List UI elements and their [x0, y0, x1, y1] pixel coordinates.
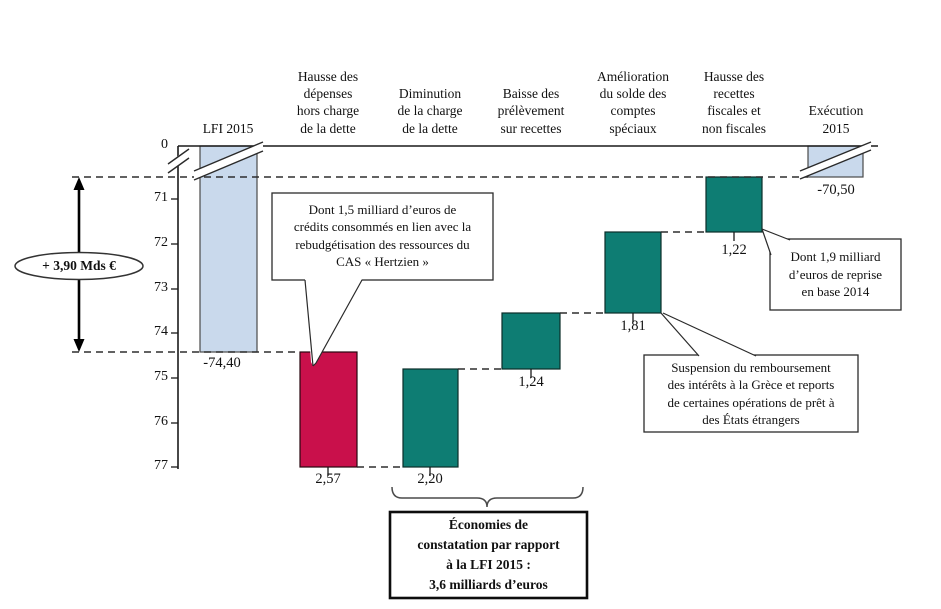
execution-bar-break-gap [800, 142, 871, 179]
bar-lfi-2015 [199, 145, 258, 353]
bar-diminution-charge-dette [402, 368, 459, 468]
column-header-lfi-2015: LFI 2015 [202, 120, 254, 136]
callout-hertzien-tail-line [304, 279, 314, 367]
brace [391, 486, 584, 508]
column-header-execution-2015: Exécution 2015 [808, 103, 864, 136]
lfi-bar-break-gap [194, 142, 263, 180]
callout-reprise-box [769, 238, 902, 311]
y-axis-label-75: 75 [154, 369, 168, 384]
callout-reprise-tail-line [761, 228, 791, 241]
column-header-baisse-prelevement: Baisse des prélèvement sur recettes [497, 86, 565, 136]
callout-grece-text: Suspension du remboursement des intérêts… [667, 359, 835, 427]
column-header-hausse-depenses: Hausse des dépenses hors charge de la de… [296, 68, 360, 136]
y-axis-break-gap [168, 148, 189, 173]
value-label-baisse: 1,24 [518, 374, 544, 390]
column-header-diminution-charge: Diminution de la charge de la dette [397, 86, 463, 136]
arrow-up-head [73, 177, 85, 190]
callout-grece-tail-line [662, 312, 757, 357]
total-change-ellipse [14, 251, 144, 281]
callout-reprise-tail-line [761, 228, 772, 256]
callout-hertzien-tail-line [312, 279, 363, 367]
value-label-recettes: 1,22 [721, 242, 747, 258]
bar-hausse-depenses [299, 351, 358, 468]
y-axis-break-mark [167, 148, 190, 165]
value-label-lfi: -74,40 [203, 355, 241, 371]
arrow-down-head [73, 339, 85, 352]
callout-hertzien-box [271, 192, 494, 281]
y-axis-label-74: 74 [154, 324, 168, 339]
economies-box-text: Économies de constatation par rapport à … [417, 516, 560, 593]
callout-grece-box [643, 354, 859, 433]
total-change-label: + 3,90 Mds € [42, 258, 116, 273]
value-label-execution: -70,50 [817, 182, 855, 198]
bar-baisse-prelevement [501, 312, 561, 370]
y-axis-label-73: 73 [154, 280, 168, 295]
bar-recettes-fiscales [705, 176, 763, 233]
callout-reprise-text: Dont 1,9 milliard d’euros de reprise en … [788, 249, 883, 300]
y-axis-label-77: 77 [154, 458, 168, 473]
execution-bar-break-mark [799, 149, 872, 180]
y-axis-label-72: 72 [154, 235, 168, 250]
lfi-bar-break-mark [193, 141, 264, 172]
lfi-bar-break-mark [193, 150, 264, 181]
y-axis-break-mark [167, 157, 190, 174]
callout-hertzien-tail [305, 279, 362, 366]
value-label-diminution: 2,20 [417, 471, 443, 487]
y-axis-label-0: 0 [161, 137, 168, 152]
value-label-comptes: 1,81 [620, 318, 646, 334]
y-axis-label-76: 76 [154, 414, 168, 429]
column-header-comptes-speciaux: Amélioration du solde des comptes spécia… [597, 68, 669, 136]
callout-hertzien-text: Dont 1,5 milliard d’euros de crédits con… [293, 201, 472, 269]
execution-bar-break-mark [799, 141, 872, 172]
bar-comptes-speciaux [604, 231, 662, 314]
callout-grece-tail-line [660, 312, 700, 357]
value-label-hausse: 2,57 [315, 471, 341, 487]
column-header-recettes-fiscales: Hausse des recettes fiscales et non fisc… [701, 68, 767, 136]
y-axis-label-71: 71 [154, 190, 168, 205]
economies-box-frame [388, 510, 589, 600]
